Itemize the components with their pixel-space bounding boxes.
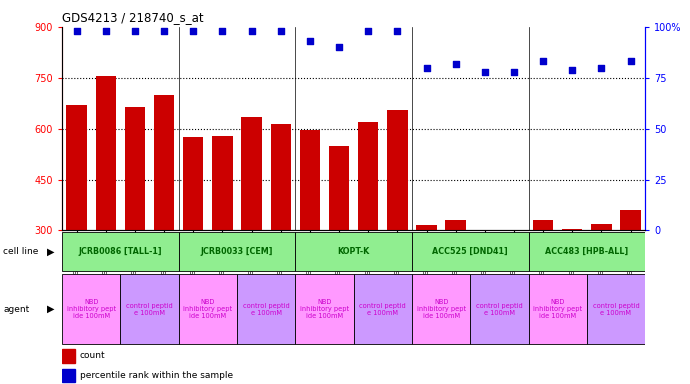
Text: NBD
inhibitory pept
ide 100mM: NBD inhibitory pept ide 100mM (184, 299, 233, 319)
Bar (179, 274, 237, 344)
Text: control peptid
e 100mM: control peptid e 100mM (126, 303, 173, 316)
Bar (154, 95, 175, 332)
Text: NBD
inhibitory pept
ide 100mM: NBD inhibitory pept ide 100mM (417, 299, 466, 319)
Text: JCRB0033 [CEM]: JCRB0033 [CEM] (201, 247, 273, 256)
Bar (358, 122, 378, 332)
Text: GDS4213 / 218740_s_at: GDS4213 / 218740_s_at (62, 11, 204, 24)
Bar (412, 274, 471, 344)
Bar (562, 229, 582, 332)
Bar (529, 274, 586, 344)
Point (159, 28, 170, 34)
Text: count: count (79, 351, 105, 361)
Text: control peptid
e 100mM: control peptid e 100mM (243, 303, 290, 316)
Bar (387, 110, 408, 332)
Text: ▶: ▶ (47, 247, 55, 257)
Point (421, 65, 432, 71)
Text: ACC483 [HPB-ALL]: ACC483 [HPB-ALL] (545, 247, 629, 256)
Bar (586, 274, 645, 344)
Bar (471, 274, 529, 344)
Bar (416, 225, 437, 332)
Bar (620, 210, 641, 332)
Point (450, 60, 461, 66)
Bar (412, 232, 529, 271)
Bar (533, 220, 553, 332)
Bar (179, 232, 295, 271)
Bar (237, 274, 295, 344)
Text: ▶: ▶ (47, 304, 55, 314)
Point (538, 58, 549, 65)
Text: control peptid
e 100mM: control peptid e 100mM (359, 303, 406, 316)
Point (509, 69, 520, 75)
Text: NBD
inhibitory pept
ide 100mM: NBD inhibitory pept ide 100mM (533, 299, 582, 319)
Bar (121, 274, 179, 344)
Bar (353, 274, 412, 344)
Text: NBD
inhibitory pept
ide 100mM: NBD inhibitory pept ide 100mM (67, 299, 116, 319)
Text: control peptid
e 100mM: control peptid e 100mM (593, 303, 640, 316)
Text: percentile rank within the sample: percentile rank within the sample (79, 371, 233, 380)
Point (217, 28, 228, 34)
Point (71, 28, 82, 34)
Bar (241, 117, 262, 332)
Text: control peptid
e 100mM: control peptid e 100mM (476, 303, 523, 316)
Bar (295, 232, 412, 271)
Text: JCRB0086 [TALL-1]: JCRB0086 [TALL-1] (79, 247, 162, 256)
Bar (329, 146, 349, 332)
Text: ACC525 [DND41]: ACC525 [DND41] (433, 247, 508, 256)
Point (625, 58, 636, 65)
Text: NBD
inhibitory pept
ide 100mM: NBD inhibitory pept ide 100mM (300, 299, 349, 319)
Bar (62, 369, 75, 382)
Bar (62, 349, 75, 363)
Bar (66, 105, 87, 332)
Text: agent: agent (3, 305, 30, 314)
Point (275, 28, 286, 34)
Point (480, 69, 491, 75)
Bar (125, 107, 145, 332)
Point (363, 28, 374, 34)
Bar (270, 124, 291, 332)
Bar (183, 137, 204, 332)
Bar (96, 76, 116, 332)
Bar (295, 274, 353, 344)
Bar (475, 230, 495, 332)
Point (596, 65, 607, 71)
Bar (213, 136, 233, 332)
Bar (62, 232, 179, 271)
Point (246, 28, 257, 34)
Bar (62, 274, 121, 344)
Point (100, 28, 111, 34)
Bar (591, 223, 611, 332)
Bar (299, 130, 320, 332)
Text: KOPT-K: KOPT-K (337, 247, 370, 256)
Point (188, 28, 199, 34)
Point (304, 38, 315, 44)
Text: cell line: cell line (3, 247, 39, 256)
Bar (446, 220, 466, 332)
Point (566, 66, 578, 73)
Bar (504, 230, 524, 332)
Point (392, 28, 403, 34)
Point (130, 28, 141, 34)
Bar (529, 232, 645, 271)
Point (333, 44, 344, 50)
